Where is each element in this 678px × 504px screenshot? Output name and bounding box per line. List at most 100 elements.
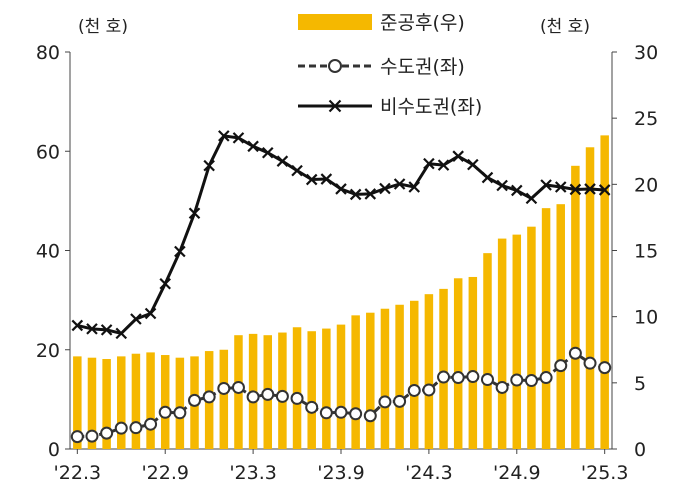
bar bbox=[395, 304, 404, 449]
point-non-capital bbox=[467, 158, 479, 171]
bar bbox=[292, 327, 302, 449]
point-non-capital bbox=[569, 183, 582, 196]
bar bbox=[541, 208, 551, 449]
point-capital-area bbox=[202, 390, 216, 404]
point-non-capital bbox=[540, 179, 552, 191]
point-non-capital bbox=[159, 277, 171, 290]
point-non-capital bbox=[144, 307, 157, 320]
bar bbox=[556, 204, 565, 449]
bar bbox=[219, 349, 229, 449]
legend-label: 준공후(우) bbox=[380, 12, 465, 34]
point-capital-area bbox=[495, 380, 509, 394]
point-capital-area bbox=[275, 389, 289, 403]
bar bbox=[512, 234, 522, 449]
point-capital-area bbox=[451, 371, 465, 385]
point-capital-area bbox=[173, 406, 187, 420]
point-capital-area bbox=[437, 370, 451, 384]
bar bbox=[117, 356, 126, 449]
bar bbox=[527, 226, 536, 449]
legend-marker-x bbox=[328, 99, 342, 113]
bar bbox=[351, 315, 360, 449]
bar bbox=[409, 300, 419, 449]
right-tick-label: 20 bbox=[634, 174, 658, 196]
x-tick-label: '22.3 bbox=[54, 462, 102, 484]
bar bbox=[571, 165, 580, 449]
point-capital-area bbox=[334, 405, 348, 419]
legend-label: 비수도권(좌) bbox=[380, 96, 482, 118]
point-non-capital bbox=[525, 192, 538, 205]
bar bbox=[497, 238, 507, 449]
point-non-capital bbox=[276, 155, 289, 167]
point-capital-area bbox=[554, 359, 568, 373]
point-non-capital bbox=[305, 173, 318, 186]
point-capital-area bbox=[583, 356, 597, 370]
point-capital-area bbox=[85, 429, 99, 443]
x-tick-label: '22.9 bbox=[141, 462, 189, 484]
left-tick-label: 60 bbox=[36, 141, 60, 163]
right-tick-label: 0 bbox=[634, 439, 646, 461]
point-capital-area bbox=[466, 370, 480, 384]
point-capital-area bbox=[188, 393, 202, 407]
point-capital-area bbox=[363, 409, 377, 423]
bar bbox=[146, 352, 155, 449]
point-capital-area bbox=[246, 390, 260, 404]
point-capital-area bbox=[480, 373, 494, 387]
point-capital-area bbox=[231, 380, 245, 394]
point-non-capital bbox=[335, 183, 347, 195]
point-non-capital bbox=[320, 173, 333, 185]
left-tick-label: 40 bbox=[36, 241, 60, 263]
point-non-capital bbox=[130, 313, 142, 325]
point-non-capital bbox=[203, 159, 215, 172]
left-tick-label: 80 bbox=[36, 42, 60, 64]
legend: 준공후(우) 수도권(좌) 비수도권(좌) bbox=[298, 12, 482, 118]
line-series bbox=[70, 130, 612, 444]
point-non-capital bbox=[554, 181, 567, 193]
bar bbox=[453, 278, 463, 449]
point-non-capital bbox=[452, 150, 464, 162]
right-unit-label: (천 호) bbox=[540, 17, 590, 37]
point-capital-area bbox=[158, 405, 172, 419]
point-non-capital bbox=[481, 171, 494, 184]
point-capital-area bbox=[539, 371, 553, 385]
right-tick-label: 15 bbox=[634, 241, 658, 263]
point-capital-area bbox=[349, 407, 363, 421]
point-capital-area bbox=[261, 387, 275, 401]
axes: 0 20 40 60 80 0 5 10 15 20 25 30 (천 호) (천 호) '22.3 '22.… bbox=[36, 17, 658, 484]
line-path-non-capital bbox=[76, 134, 605, 336]
point-capital-area bbox=[510, 373, 524, 387]
point-capital-area bbox=[114, 421, 128, 435]
point-non-capital bbox=[511, 184, 523, 197]
point-non-capital bbox=[232, 132, 245, 144]
point-non-capital bbox=[584, 183, 596, 195]
right-tick-label: 25 bbox=[634, 108, 658, 130]
point-non-capital bbox=[379, 182, 391, 195]
bar bbox=[131, 353, 141, 449]
point-non-capital bbox=[291, 164, 303, 177]
point-non-capital bbox=[174, 245, 186, 258]
point-non-capital bbox=[71, 319, 84, 332]
bar bbox=[307, 331, 316, 449]
point-non-capital bbox=[115, 327, 128, 340]
point-non-capital bbox=[261, 146, 274, 159]
left-unit-label: (천 호) bbox=[78, 17, 128, 37]
point-capital-area bbox=[422, 383, 436, 397]
x-tick-label: '24.3 bbox=[405, 462, 453, 484]
point-capital-area bbox=[129, 421, 143, 435]
legend-swatch-bar bbox=[298, 14, 372, 30]
left-tick-label: 0 bbox=[48, 439, 60, 461]
bar bbox=[73, 356, 82, 449]
bar bbox=[585, 147, 595, 449]
point-non-capital bbox=[218, 130, 230, 142]
x-tick-label: '24.9 bbox=[493, 462, 541, 484]
bar bbox=[87, 357, 97, 449]
point-capital-area bbox=[524, 374, 538, 388]
right-tick-label: 30 bbox=[634, 42, 658, 64]
bar-series bbox=[73, 135, 609, 449]
x-tick-label: '23.9 bbox=[317, 462, 365, 484]
point-non-capital bbox=[393, 178, 406, 190]
x-tick-label: '25.3 bbox=[581, 462, 629, 484]
point-capital-area bbox=[290, 391, 304, 405]
x-tick-label: '23.3 bbox=[229, 462, 277, 484]
